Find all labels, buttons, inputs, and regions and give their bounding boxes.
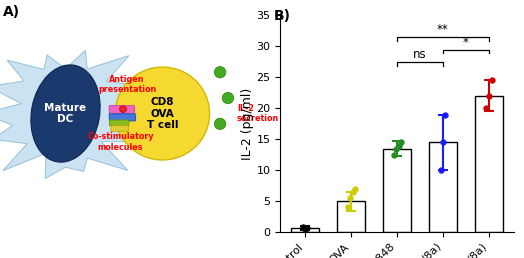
Point — [485, 94, 493, 98]
Point — [436, 168, 445, 172]
Text: Antigen
presentation: Antigen presentation — [98, 75, 156, 94]
Circle shape — [115, 67, 210, 160]
Circle shape — [214, 118, 226, 130]
Bar — [337, 201, 365, 232]
Point — [439, 140, 447, 144]
Point — [482, 106, 490, 110]
Text: IL-2
secretion: IL-2 secretion — [237, 104, 279, 123]
FancyBboxPatch shape — [109, 114, 136, 121]
Y-axis label: IL-2 (pg/ml): IL-2 (pg/ml) — [241, 88, 254, 160]
Text: Co-stimulatory
molecules: Co-stimulatory molecules — [87, 132, 154, 152]
Circle shape — [214, 67, 226, 78]
Text: ns: ns — [413, 48, 427, 61]
Bar — [383, 149, 411, 232]
Bar — [291, 228, 319, 232]
FancyBboxPatch shape — [110, 120, 129, 126]
FancyBboxPatch shape — [111, 126, 128, 131]
Circle shape — [119, 106, 126, 112]
Point — [302, 226, 311, 230]
Point — [348, 190, 357, 194]
Point — [395, 143, 403, 148]
FancyBboxPatch shape — [109, 106, 134, 114]
Bar — [475, 96, 503, 232]
Point — [343, 205, 352, 209]
Bar — [429, 142, 457, 232]
Text: *: * — [463, 36, 469, 49]
Text: B): B) — [274, 9, 290, 23]
Point — [299, 224, 307, 229]
Point — [346, 196, 355, 200]
Text: Mature
DC: Mature DC — [45, 103, 86, 124]
Point — [351, 187, 359, 191]
Circle shape — [222, 92, 234, 104]
Point — [488, 78, 497, 83]
Text: CD8
OVA
T cell: CD8 OVA T cell — [147, 97, 178, 130]
Point — [389, 153, 398, 157]
Polygon shape — [0, 50, 146, 179]
Point — [301, 227, 309, 231]
Point — [392, 147, 401, 151]
Point — [441, 112, 450, 117]
Text: **: ** — [437, 23, 449, 36]
Point — [397, 140, 405, 144]
Text: A): A) — [3, 5, 20, 19]
Ellipse shape — [31, 65, 100, 162]
